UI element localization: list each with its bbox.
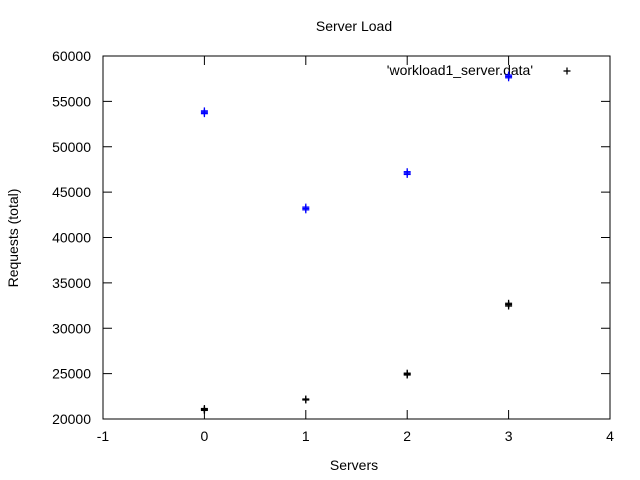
- chart-title: Server Load: [316, 18, 392, 34]
- x-tick-label: 2: [403, 428, 411, 444]
- y-tick-label: 35000: [52, 275, 91, 291]
- y-axis-label: Requests (total): [5, 189, 21, 288]
- series-black-points: [200, 299, 513, 414]
- x-axis-ticks: -1 0 1 2 3 4: [97, 56, 614, 444]
- y-tick-label: 45000: [52, 184, 91, 200]
- legend-marker-plus: [563, 67, 571, 75]
- y-tick-label: 60000: [52, 48, 91, 64]
- data-point-plus: [200, 406, 208, 414]
- y-tick-label: 55000: [52, 93, 91, 109]
- x-tick-label: 3: [505, 428, 513, 444]
- y-tick-label: 40000: [52, 230, 91, 246]
- x-axis-label: Servers: [330, 457, 378, 473]
- data-point-plus: [505, 74, 513, 82]
- y-tick-label: 30000: [52, 320, 91, 336]
- x-tick-label: 0: [201, 428, 209, 444]
- y-axis-ticks: 20000 25000 30000 35000 40000 45000 50000 55000…: [52, 48, 610, 427]
- y-tick-label: 20000: [52, 411, 91, 427]
- legend-label: 'workload1_server.data': [387, 62, 533, 78]
- data-point-plus: [403, 170, 411, 178]
- legend-marker-plus: [563, 67, 571, 75]
- data-point-plus: [200, 110, 208, 118]
- y-tick-label: 25000: [52, 366, 91, 382]
- x-tick-label: 4: [606, 428, 614, 444]
- x-tick-label: 1: [302, 428, 310, 444]
- data-point-plus: [302, 206, 310, 214]
- series-blue-points: [200, 71, 513, 214]
- x-tick-label: -1: [97, 428, 110, 444]
- data-point-plus: [302, 396, 310, 404]
- data-point-plus: [505, 302, 513, 310]
- legend: 'workload1_server.data': [387, 62, 571, 78]
- data-point-plus: [403, 371, 411, 379]
- y-tick-label: 50000: [52, 139, 91, 155]
